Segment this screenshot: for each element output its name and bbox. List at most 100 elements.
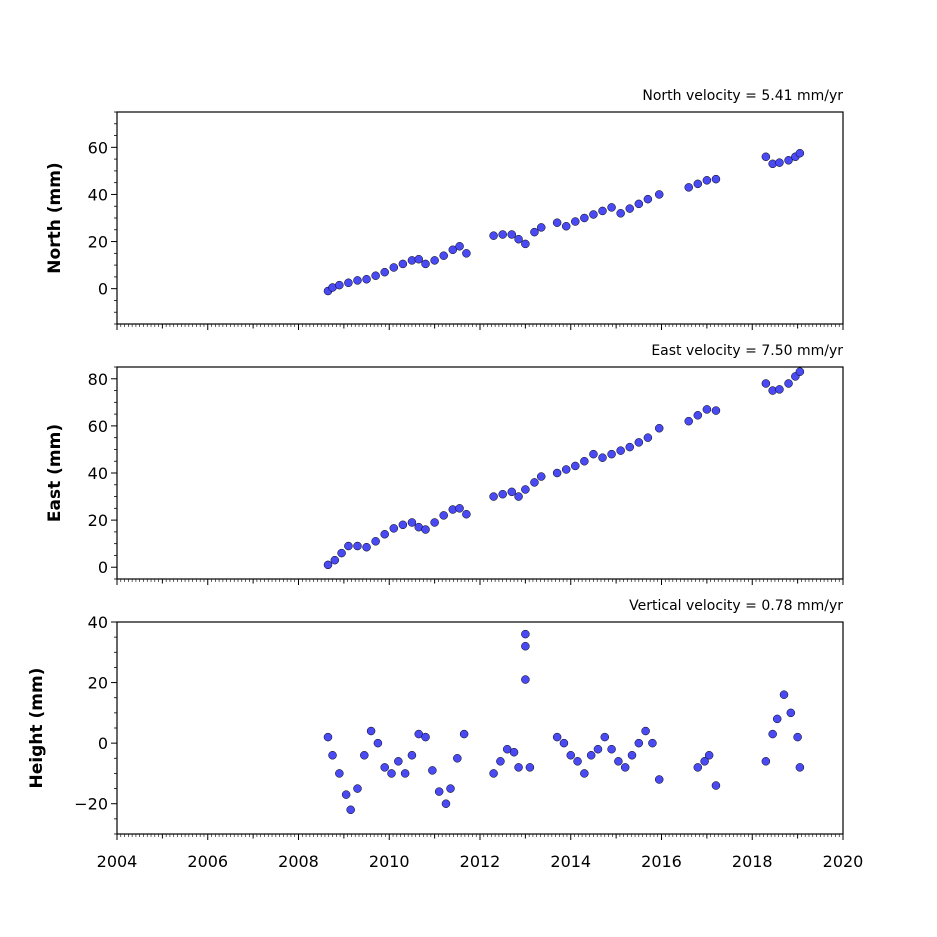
data-point bbox=[775, 158, 784, 167]
y-tick-label: −20 bbox=[74, 795, 108, 814]
data-point bbox=[398, 259, 408, 269]
data-point bbox=[387, 769, 396, 778]
data-point bbox=[654, 190, 664, 199]
data-point bbox=[344, 278, 353, 288]
data-point bbox=[625, 442, 634, 452]
data-point bbox=[627, 751, 637, 760]
data-point bbox=[702, 176, 712, 185]
data-point bbox=[559, 738, 569, 748]
data-point bbox=[571, 217, 580, 226]
data-point bbox=[380, 529, 389, 539]
data-point bbox=[389, 524, 399, 533]
data-point bbox=[537, 223, 546, 232]
data-point bbox=[561, 221, 571, 231]
y-tick-label: 80 bbox=[88, 370, 108, 389]
y-tick-label: 60 bbox=[88, 417, 108, 436]
height-panel: −20 0 20 40 2004 2006 2008 2010 2012 2014 2016 2018… bbox=[27, 598, 863, 871]
east-panel: 0 20 40 60 80 East velocity = 7.50 mm/yr East … bbox=[45, 343, 844, 585]
data-point bbox=[380, 267, 389, 277]
panel-title: North velocity = 5.41 mm/yr bbox=[642, 88, 843, 104]
data-point bbox=[634, 438, 644, 447]
y-tick-label: 20 bbox=[88, 511, 108, 530]
data-point bbox=[566, 751, 575, 760]
data-point bbox=[521, 239, 530, 249]
data-point bbox=[414, 254, 423, 264]
x-tick-label: 2008 bbox=[278, 852, 319, 871]
plot-frame bbox=[116, 366, 844, 580]
data-point bbox=[371, 537, 380, 546]
data-point bbox=[784, 156, 793, 165]
data-point bbox=[634, 738, 644, 748]
data-point bbox=[514, 763, 523, 772]
data-point bbox=[341, 790, 351, 799]
data-point bbox=[654, 423, 664, 433]
plot-frame bbox=[116, 111, 844, 325]
y-tick-label: 20 bbox=[88, 233, 108, 252]
data-point bbox=[693, 763, 703, 772]
data-point bbox=[589, 210, 598, 219]
data-point bbox=[616, 446, 625, 455]
data-point bbox=[498, 489, 507, 499]
data-point bbox=[441, 799, 451, 808]
data-point bbox=[398, 520, 408, 530]
data-point bbox=[552, 468, 562, 478]
y-tick-label: 0 bbox=[98, 280, 108, 299]
panel-title: East velocity = 7.50 mm/yr bbox=[651, 343, 843, 359]
data-point bbox=[407, 518, 417, 527]
data-point bbox=[509, 747, 519, 757]
data-point bbox=[761, 152, 771, 162]
data-point bbox=[507, 487, 517, 497]
data-point bbox=[521, 675, 530, 684]
x-tick-label: 2004 bbox=[97, 852, 138, 871]
data-point bbox=[598, 453, 607, 462]
data-point bbox=[530, 478, 539, 487]
data-point bbox=[389, 263, 399, 272]
data-point bbox=[496, 757, 505, 766]
data-point bbox=[607, 203, 616, 212]
y-tick-label: 20 bbox=[88, 674, 108, 693]
data-point bbox=[498, 230, 507, 239]
data-point bbox=[775, 385, 784, 394]
data-point bbox=[648, 738, 657, 748]
data-point bbox=[448, 245, 458, 255]
data-point bbox=[328, 751, 337, 760]
data-point bbox=[430, 256, 439, 265]
data-point bbox=[793, 732, 802, 742]
data-point bbox=[643, 194, 653, 204]
data-point bbox=[643, 433, 653, 442]
data-point bbox=[335, 769, 344, 778]
data-point bbox=[573, 757, 582, 766]
x-tick-label: 2010 bbox=[369, 852, 410, 871]
data-point bbox=[795, 367, 805, 376]
data-point bbox=[711, 174, 721, 184]
data-point bbox=[571, 461, 580, 471]
data-point bbox=[394, 757, 403, 766]
data-point bbox=[335, 280, 344, 290]
data-point bbox=[514, 234, 523, 244]
x-tick-label: 2018 bbox=[732, 852, 773, 871]
x-tick-label: 2006 bbox=[187, 852, 228, 871]
data-point bbox=[373, 738, 383, 748]
data-point bbox=[353, 276, 362, 285]
data-point bbox=[704, 751, 714, 760]
data-point bbox=[614, 757, 623, 766]
data-point bbox=[455, 242, 464, 251]
data-point bbox=[489, 769, 498, 778]
data-point bbox=[700, 757, 709, 766]
data-point bbox=[428, 766, 437, 775]
data-point bbox=[421, 525, 430, 534]
data-points bbox=[323, 148, 805, 296]
y-axis-label: East (mm) bbox=[45, 424, 65, 522]
x-tick-label: 2012 bbox=[460, 852, 501, 871]
north-panel: 0 20 40 60 North velocity = 5.41 mm/yr North … bbox=[45, 88, 844, 330]
data-point bbox=[620, 763, 630, 772]
data-point bbox=[654, 775, 664, 784]
data-point bbox=[514, 492, 523, 501]
data-point bbox=[462, 509, 471, 519]
data-point bbox=[430, 518, 439, 527]
data-point bbox=[489, 492, 498, 501]
data-point bbox=[786, 708, 796, 718]
data-point bbox=[330, 555, 340, 565]
data-point bbox=[711, 781, 721, 790]
data-point bbox=[489, 231, 498, 240]
